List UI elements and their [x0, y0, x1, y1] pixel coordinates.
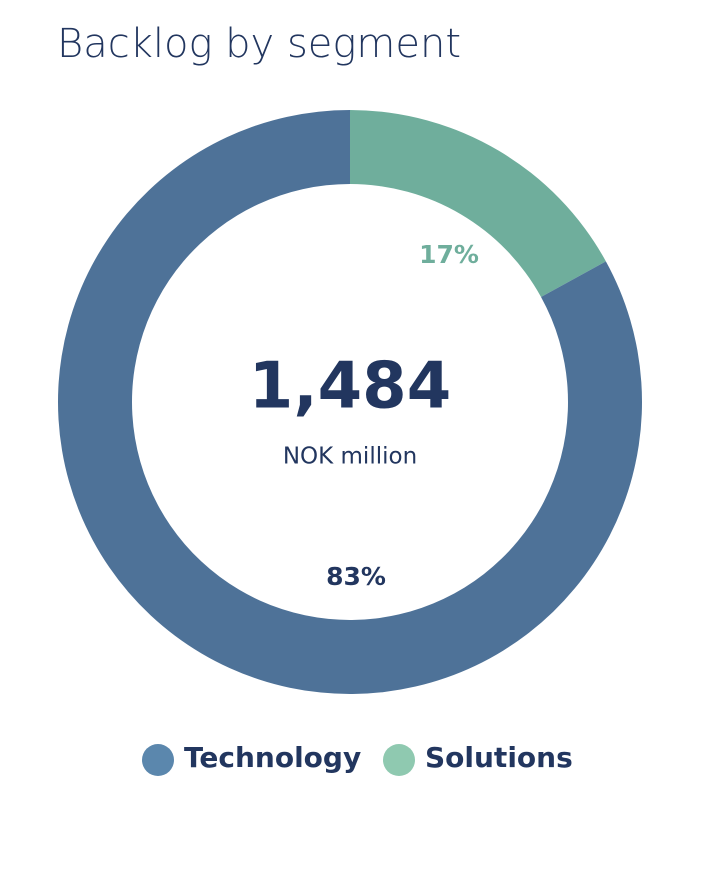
legend-label: Solutions [425, 741, 573, 774]
chart-title: Backlog by segment [57, 21, 461, 67]
center-unit: NOK million [283, 444, 417, 470]
donut-slice [350, 110, 606, 297]
slice-label: 83% [326, 562, 386, 591]
legend-label: Technology [184, 741, 361, 774]
slice-label: 17% [419, 240, 479, 269]
legend-marker [383, 744, 415, 776]
legend-marker [142, 744, 174, 776]
center-value: 1,484 [249, 350, 451, 424]
